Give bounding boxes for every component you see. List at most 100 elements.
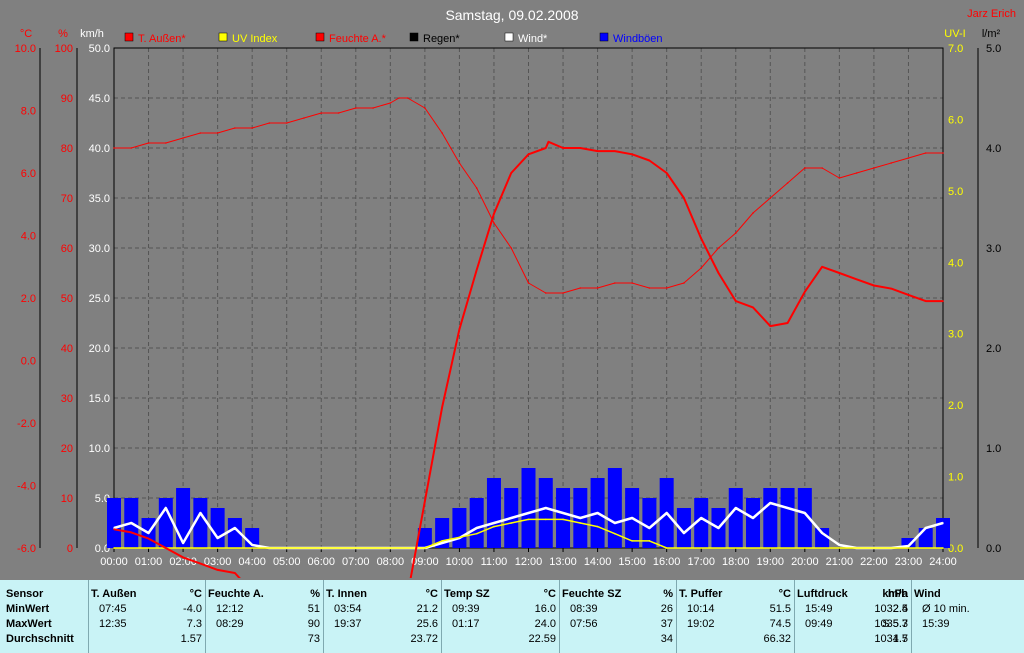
stats-min-value: 1032.4 xyxy=(874,603,908,615)
uv-line-point xyxy=(510,522,513,524)
wind-line-point xyxy=(234,527,236,529)
stats-min-time: 10:14 xyxy=(687,603,715,615)
stats-header-unit: °C xyxy=(543,588,556,600)
rain-tick-label: 4.0 xyxy=(986,143,1001,155)
stats-max-value: 37 xyxy=(660,618,673,630)
uv-tick-label: 6.0 xyxy=(948,114,963,126)
kmh-tick-label: 15.0 xyxy=(89,393,110,405)
unit-kmh: km/h xyxy=(80,28,104,40)
temperature-line-point xyxy=(562,147,564,149)
kmh-tick-label: 45.0 xyxy=(89,93,110,105)
stats-avg-row: 22.59 xyxy=(444,632,562,647)
humidity-line-point xyxy=(855,172,858,174)
humidity-line-point xyxy=(493,222,495,224)
legend-swatch xyxy=(504,32,514,42)
gust-bar xyxy=(918,528,933,548)
gust-bar xyxy=(642,498,657,548)
x-tick-label: 19:00 xyxy=(757,556,785,568)
legend-swatch xyxy=(315,32,325,42)
wind-line-point xyxy=(579,517,582,519)
temperature-line-point xyxy=(441,406,443,409)
gust-bar xyxy=(763,488,778,548)
legend-label: UV Index xyxy=(232,33,278,45)
temperature-line-point xyxy=(890,287,892,290)
stats-max-time: 07:56 xyxy=(570,618,598,630)
temperature-line-point xyxy=(752,306,754,309)
stats-header: Feuchte SZ% xyxy=(562,587,679,602)
stats-min-row: 12:12 51 xyxy=(208,602,326,617)
stats-avg-row: 1.57 xyxy=(91,632,208,647)
stats-min-value: 16.0 xyxy=(534,603,556,615)
stats-header-unit: °C xyxy=(778,588,791,600)
stats-avg-value: 1.7 xyxy=(892,633,908,645)
x-tick-label: 23:00 xyxy=(895,556,923,568)
stats-max-row: 01:17 24.0 xyxy=(444,617,562,632)
stats-avg-row: 1034.5 xyxy=(797,632,914,647)
temperature-line-point xyxy=(631,153,633,156)
temperature-line-point xyxy=(130,531,133,534)
temperature-line-point xyxy=(786,322,789,324)
humidity-line-point xyxy=(406,97,409,99)
stats-min-value: 51.5 xyxy=(769,603,791,615)
temperature-line-point xyxy=(493,212,495,215)
temp-tick-label: 6.0 xyxy=(21,168,36,180)
humidity-line-point xyxy=(907,157,910,159)
temperature-line-point xyxy=(113,528,115,531)
wind-line-point xyxy=(527,512,530,514)
legend-label: Regen* xyxy=(423,33,460,45)
x-tick-label: 00:00 xyxy=(100,556,128,568)
humidity-line-point xyxy=(372,107,374,109)
stats-row-label: Durchschnitt xyxy=(6,632,87,647)
temp-tick-label: -2.0 xyxy=(17,418,36,430)
stats-max-value: 7.3 xyxy=(186,618,202,630)
stats-header: T. Außen °C xyxy=(91,587,208,602)
humidity-line-point xyxy=(199,132,202,134)
legend-label: Wind* xyxy=(518,33,548,45)
uv-tick-label: 1.0 xyxy=(948,472,963,484)
gust-bar xyxy=(815,528,830,548)
humidity-line-point xyxy=(752,212,754,214)
humidity-line-point xyxy=(786,182,789,184)
stats-column-separator xyxy=(323,580,324,653)
temperature-line-point xyxy=(821,265,823,268)
stats-min-time: 15:49 xyxy=(805,603,833,615)
stats-header-name: T. Außen xyxy=(91,588,137,600)
wind-line-point xyxy=(510,517,513,519)
gust-bar xyxy=(452,508,467,548)
pct-tick-label: 20 xyxy=(61,443,73,455)
stats-header-name: T. Innen xyxy=(326,588,367,600)
temperature-line-point xyxy=(547,140,550,143)
gust-bar xyxy=(193,498,208,548)
wind-line-point xyxy=(614,522,616,524)
stats-max-value: 24.0 xyxy=(534,618,556,630)
x-tick-label: 21:00 xyxy=(826,556,854,568)
temp-tick-label: 10.0 xyxy=(15,43,36,55)
wind-line-point xyxy=(199,512,202,514)
humidity-line-point xyxy=(337,112,340,114)
legend-swatch xyxy=(124,32,134,42)
stats-max-time: 01:17 xyxy=(452,618,480,630)
x-tick-label: 20:00 xyxy=(791,556,819,568)
stats-header-name: Temp SZ xyxy=(444,588,490,600)
humidity-line xyxy=(114,97,943,294)
wind-line-point xyxy=(821,532,823,534)
temp-tick-label: 2.0 xyxy=(21,293,36,305)
unit-temp: °C xyxy=(20,28,32,40)
wind-line-point xyxy=(804,512,806,514)
uv-line-point xyxy=(942,547,944,549)
stats-header-name: T. Puffer xyxy=(679,588,723,600)
chart-title: Samstag, 09.02.2008 xyxy=(445,7,578,23)
wind-line-point xyxy=(786,507,789,509)
stats-column-separator xyxy=(205,580,206,653)
stats-header-name: Feuchte A. xyxy=(208,588,264,600)
y-axis-ticks: 10.08.06.04.02.00.0-2.0-4.0-6.0100908070… xyxy=(15,43,1002,555)
temperature-line-point xyxy=(544,147,547,149)
gust-bar xyxy=(780,488,795,548)
stats-max-row: 08:29 90 xyxy=(208,617,326,632)
stats-avg-row: 34 xyxy=(562,632,679,647)
stats-min-time: 03:54 xyxy=(334,603,362,615)
temperature-line-point xyxy=(648,159,651,162)
unit-rain: l/m² xyxy=(982,28,1001,40)
gust-bar xyxy=(210,508,225,548)
stats-max-time: 19:02 xyxy=(687,618,715,630)
